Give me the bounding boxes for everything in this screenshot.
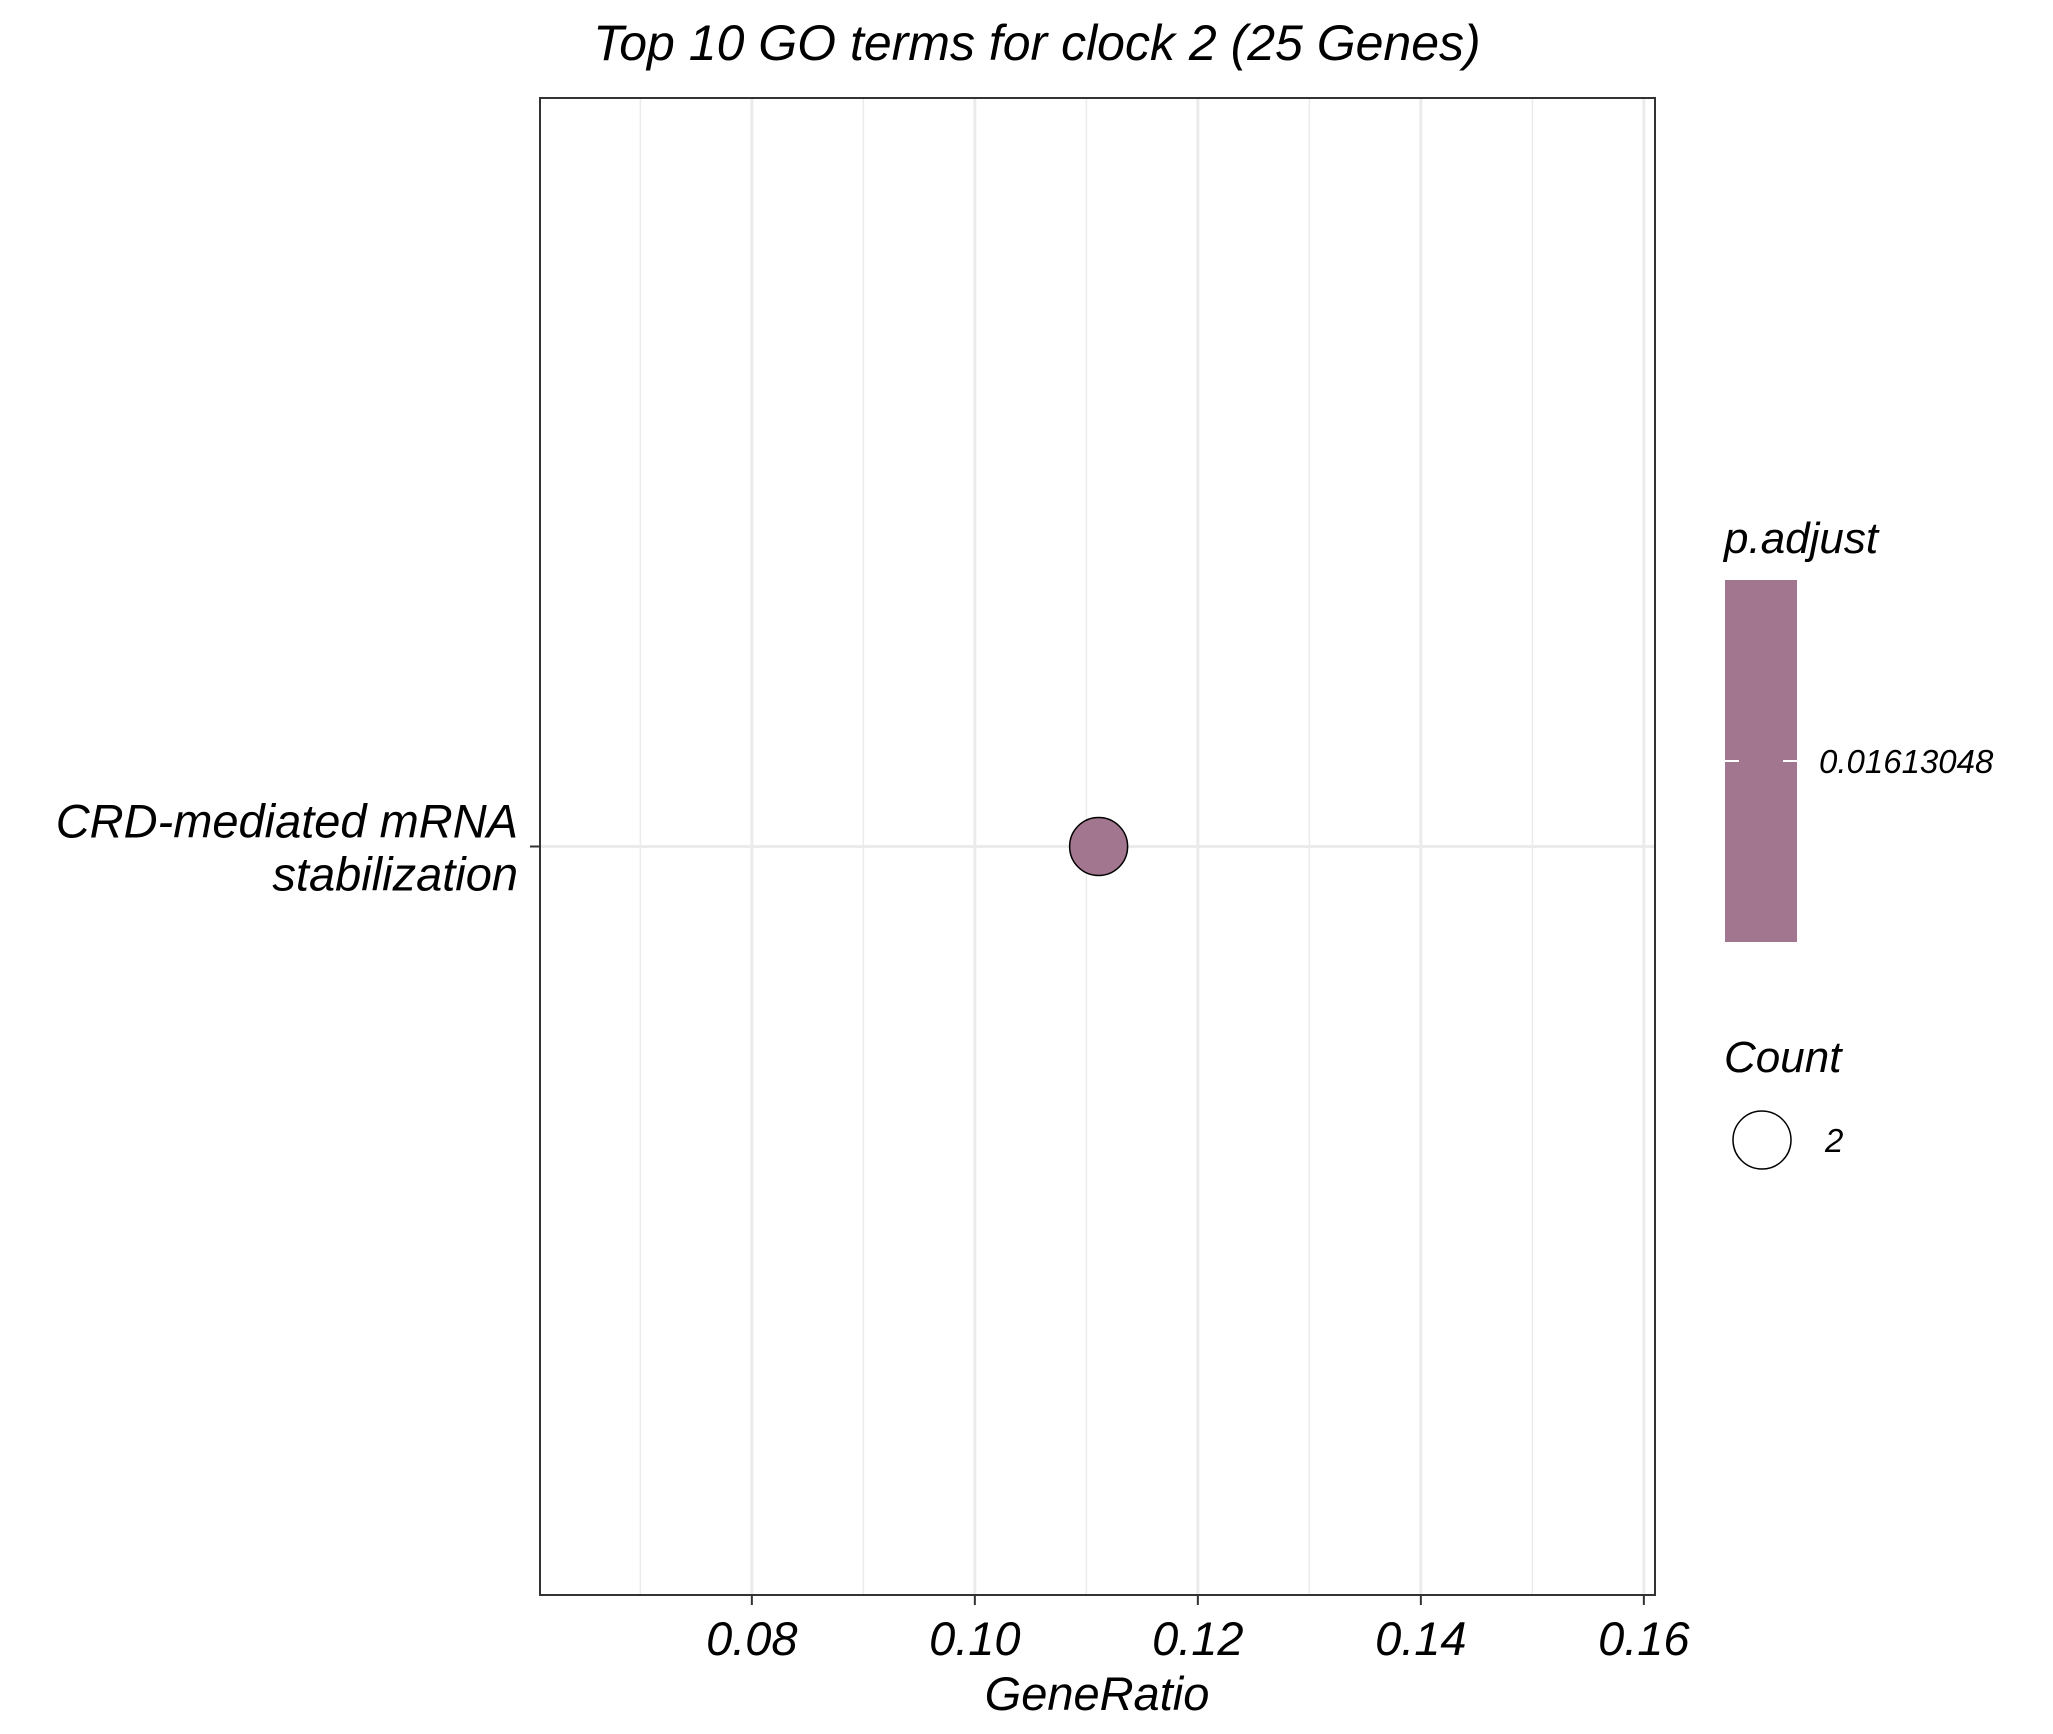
x-tick-label: 0.16 — [1598, 1612, 1690, 1665]
legend-size-label: 2 — [1824, 1122, 1843, 1159]
legend-size-title: Count — [1724, 1033, 1843, 1082]
legend-color-label: 0.01613048 — [1819, 743, 1994, 780]
x-tick-label: 0.14 — [1375, 1612, 1466, 1665]
x-tick-label: 0.10 — [929, 1612, 1020, 1665]
legend: p.adjust 0.01613048 Count 2 — [1722, 514, 1994, 1170]
grid-lines — [540, 98, 1655, 1595]
legend-size-key — [1732, 1110, 1792, 1170]
x-tick-label: 0.08 — [706, 1612, 797, 1665]
legend-color-title: p.adjust — [1722, 514, 1880, 563]
x-tick-label: 0.12 — [1152, 1612, 1243, 1665]
data-points — [1068, 816, 1129, 877]
plot-panel — [539, 97, 1656, 1596]
chart-title: Top 10 GO terms for clock 2 (25 Genes) — [593, 15, 1480, 71]
x-axis-label: GeneRatio — [985, 1667, 1210, 1720]
y-tick-label: CRD-mediated mRNA stabilization — [56, 795, 518, 901]
y-axis: CRD-mediated mRNA stabilization — [56, 795, 540, 901]
x-axis: 0.08 0.10 0.12 0.14 0.16 — [706, 1595, 1690, 1665]
data-point — [1068, 816, 1129, 877]
